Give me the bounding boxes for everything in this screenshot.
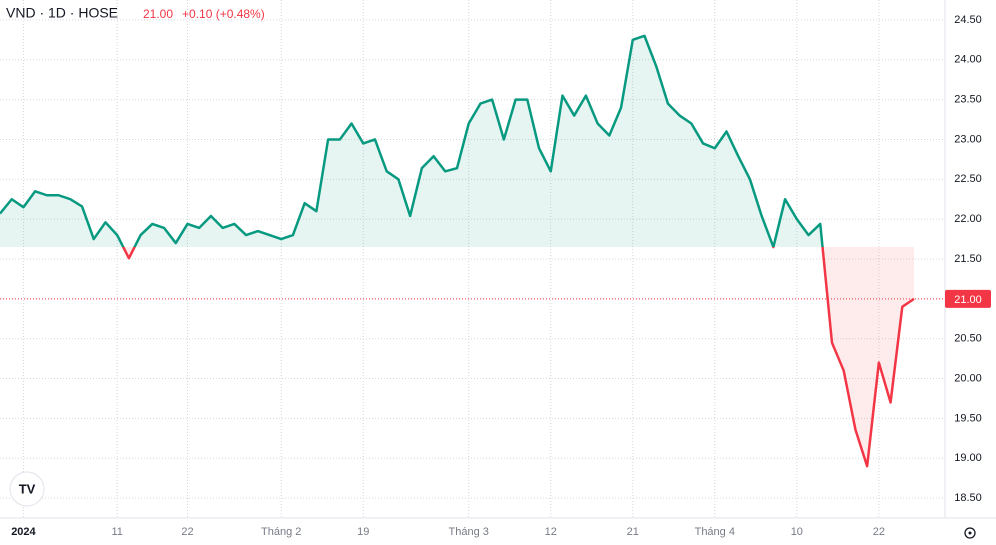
chart-title: VND · 1D · HOSE <box>6 5 118 21</box>
svg-text:TV: TV <box>19 481 36 496</box>
x-tick-label: 22 <box>873 526 885 538</box>
y-tick-label: 23.50 <box>954 94 982 106</box>
y-tick-label: 20.00 <box>954 372 982 384</box>
price-line <box>0 34 824 248</box>
price-change: +0.10 (+0.48%) <box>182 7 265 21</box>
x-tick-label: 10 <box>791 526 803 538</box>
y-tick-label: 24.50 <box>954 14 982 26</box>
y-tick-label: 18.50 <box>954 492 982 504</box>
x-tick-label: 11 <box>111 526 122 538</box>
y-tick-label: 19.50 <box>954 412 982 424</box>
x-tick-label: 22 <box>181 526 193 538</box>
y-tick-label: 23.00 <box>954 133 982 145</box>
y-tick-label: 22.00 <box>954 213 982 225</box>
x-tick-label: Tháng 4 <box>695 526 735 538</box>
logo[interactable]: TV <box>9 471 45 507</box>
area-fill <box>123 247 914 467</box>
y-tick-label: 21.50 <box>954 253 982 265</box>
area-fill <box>0 35 914 248</box>
price-tag <box>945 289 991 308</box>
price-tag-label: 21.00 <box>954 294 982 306</box>
x-tick-label: 2024 <box>11 526 36 538</box>
x-tick-label: Tháng 3 <box>449 526 489 538</box>
x-tick-label: 19 <box>357 526 369 538</box>
y-tick-label: 20.50 <box>954 333 982 345</box>
last-price: 21.00 <box>143 7 173 21</box>
x-tick-label: 21 <box>627 526 639 538</box>
y-tick-label: 24.00 <box>954 54 982 66</box>
settings-icon[interactable] <box>964 527 976 539</box>
y-tick-label: 19.00 <box>954 452 982 464</box>
y-tick-label: 22.50 <box>954 173 982 185</box>
price-line <box>121 247 915 468</box>
x-tick-label: 12 <box>545 526 557 538</box>
x-tick-label: Tháng 2 <box>261 526 301 538</box>
